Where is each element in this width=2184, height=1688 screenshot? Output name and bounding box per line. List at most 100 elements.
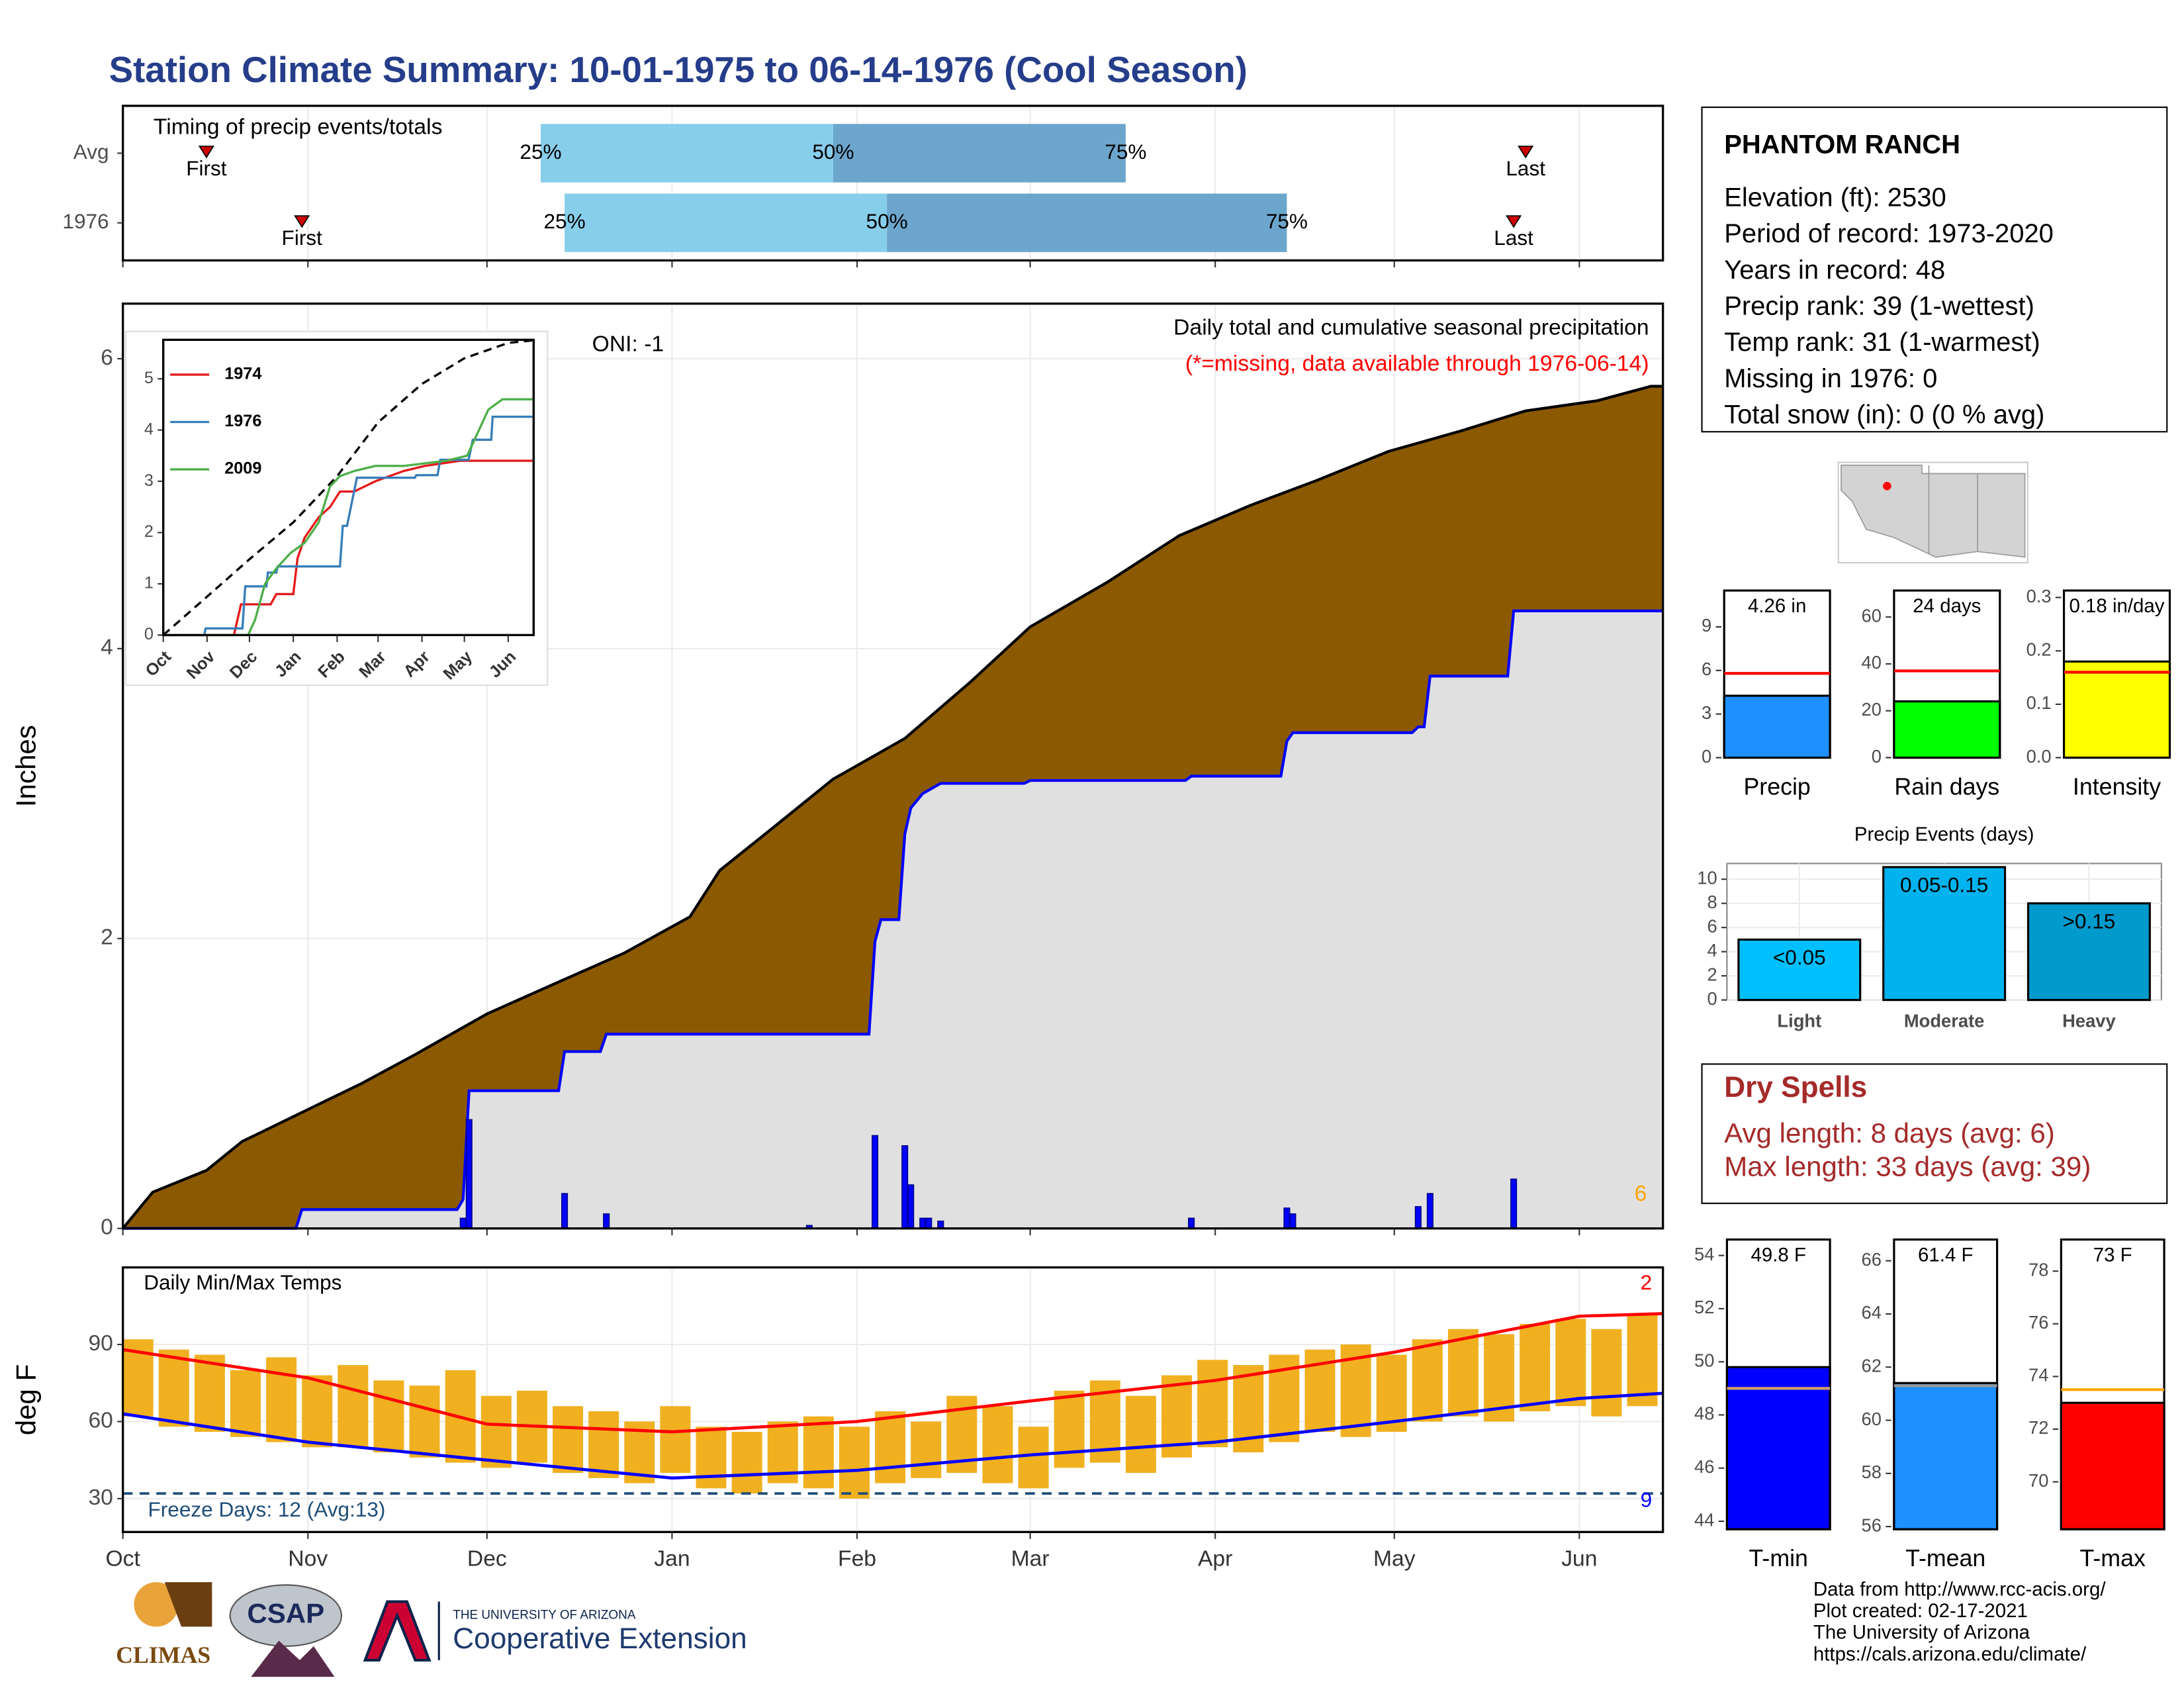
y-tick-label: 30 (88, 1485, 113, 1510)
y-tick-label: 90 (88, 1331, 113, 1356)
y-axis-label: deg F (11, 1364, 42, 1436)
y-tick-label: 50 (1694, 1350, 1714, 1370)
row-label: Avg (73, 140, 109, 164)
temp-range-bar (696, 1427, 727, 1489)
event-marker (1506, 215, 1522, 228)
normal-max-line (122, 1312, 1663, 1434)
temp-range-bar (338, 1365, 369, 1448)
late-bar (887, 193, 1287, 252)
y-tick-label: 2 (144, 522, 154, 541)
temp-range-bar (911, 1421, 942, 1478)
category-label: Moderate (1904, 1011, 1985, 1031)
y-tick-label: 1 (144, 574, 154, 592)
y-tick-label: 8 (1707, 892, 1717, 912)
panel-title: Timing of precip events/totals (154, 115, 442, 139)
y-tick-label: 56 (1862, 1515, 1882, 1535)
early-bar (540, 124, 833, 183)
temp-range-bar (1125, 1395, 1156, 1474)
temp-range-bar (1555, 1319, 1586, 1407)
bar (2060, 1401, 2165, 1530)
y-tick-label: 78 (2028, 1259, 2048, 1280)
category-label: T-mean (1905, 1545, 1985, 1571)
temp-range-bar (409, 1385, 440, 1458)
plot-frame (162, 338, 535, 636)
y-tick-label: 0 (1872, 746, 1882, 767)
temp-range-bar (553, 1406, 584, 1474)
percentile-label: 75% (1266, 209, 1308, 233)
bar (1882, 866, 2007, 1002)
category-label: Precip (1743, 773, 1810, 800)
y-tick-label: 74 (2028, 1365, 2048, 1385)
y-tick-label: 10 (1697, 867, 1717, 888)
percentile-label: 50% (866, 209, 908, 233)
daily-bar (1188, 1217, 1195, 1229)
y-tick-label: 0.2 (2026, 639, 2052, 659)
dry-spell-info: Max length: 33 days (avg: 39) (1724, 1150, 2091, 1182)
value-label: 73 F (2093, 1244, 2132, 1266)
category-label: T-min (1749, 1545, 1808, 1571)
average-line (122, 385, 1663, 1230)
daily-bar (1414, 1206, 1422, 1229)
y-tick-label: 6 (1707, 915, 1717, 936)
event-marker (1518, 146, 1534, 159)
logos: CLIMAS CSAP THE UNIVERSITY OF ARIZONA Co… (116, 1582, 747, 1677)
value-label: 24 days (1913, 595, 1981, 617)
y-tick-label: 52 (1694, 1297, 1714, 1317)
daily-bar (901, 1145, 909, 1229)
ua-logo (363, 1600, 432, 1662)
legend-label: 1974 (224, 365, 261, 383)
record-low-count: 9 (1641, 1487, 1653, 1511)
csap-mountains (251, 1640, 335, 1677)
y-tick-label: 6 (101, 346, 113, 370)
bar (1893, 700, 2001, 759)
y-tick-label: 20 (1862, 699, 1882, 720)
freeze-days-label: Freeze Days: 12 (Avg:13) (148, 1497, 386, 1521)
logo-text: CLIMAS (116, 1642, 210, 1668)
event-label: Last (1506, 156, 1545, 180)
daily-bar (1289, 1213, 1297, 1229)
temp-range-bar (731, 1431, 762, 1494)
temp-range-bar (302, 1375, 333, 1448)
daily-bar (1510, 1178, 1518, 1229)
y-tick-label: 46 (1694, 1456, 1714, 1477)
station-location (1883, 481, 1891, 491)
event-label: First (186, 156, 227, 180)
dry-spells-title: Dry Spells (1724, 1071, 1867, 1103)
category-label: Intensity (2073, 773, 2161, 800)
y-tick-label: 60 (1862, 1409, 1882, 1429)
chart-title: Precip Events (days) (1854, 823, 2034, 845)
temp-range-bar (1197, 1360, 1228, 1448)
y-tick-label: 9 (1702, 615, 1711, 635)
temp-range-bar (1054, 1390, 1085, 1468)
y-tick-label: 60 (88, 1408, 113, 1432)
bar-label: >0.15 (2063, 909, 2116, 933)
event-marker (294, 215, 310, 228)
temp-range-bar (982, 1406, 1013, 1483)
temp-range-bar (158, 1349, 189, 1427)
temp-range-bar (1412, 1339, 1443, 1422)
daily-bar (1283, 1207, 1291, 1229)
row-label: 1976 (62, 209, 109, 233)
climas-sun (134, 1582, 179, 1627)
logo-text: Cooperative Extension (453, 1622, 747, 1655)
temp-range-bar (1018, 1427, 1049, 1489)
y-axis-label: Inches (11, 725, 42, 807)
temp-range-bar (266, 1357, 297, 1442)
percentile-label: 25% (544, 209, 586, 233)
temp-range-bar (230, 1370, 261, 1437)
y-tick-label: 4 (144, 420, 154, 438)
bar-label: <0.05 (1773, 945, 1826, 969)
y-tick-label: 58 (1862, 1462, 1882, 1482)
station-info: Total snow (in): 0 (0 % avg) (1724, 400, 2044, 430)
temp-range-bar (373, 1380, 404, 1453)
event-marker (198, 146, 214, 159)
y-tick-label: 2 (101, 925, 113, 950)
station-box (1701, 106, 2168, 433)
bar (1725, 1366, 1831, 1530)
value-label: 4.26 in (1748, 595, 1806, 617)
chart-title: Daily Min/Max Temps (144, 1270, 341, 1294)
credit-line: The University of Arizona (1813, 1622, 2030, 1644)
category-label: T-max (2080, 1545, 2146, 1571)
climas-shape (164, 1582, 212, 1627)
y-tick-label: 4 (1707, 940, 1717, 961)
